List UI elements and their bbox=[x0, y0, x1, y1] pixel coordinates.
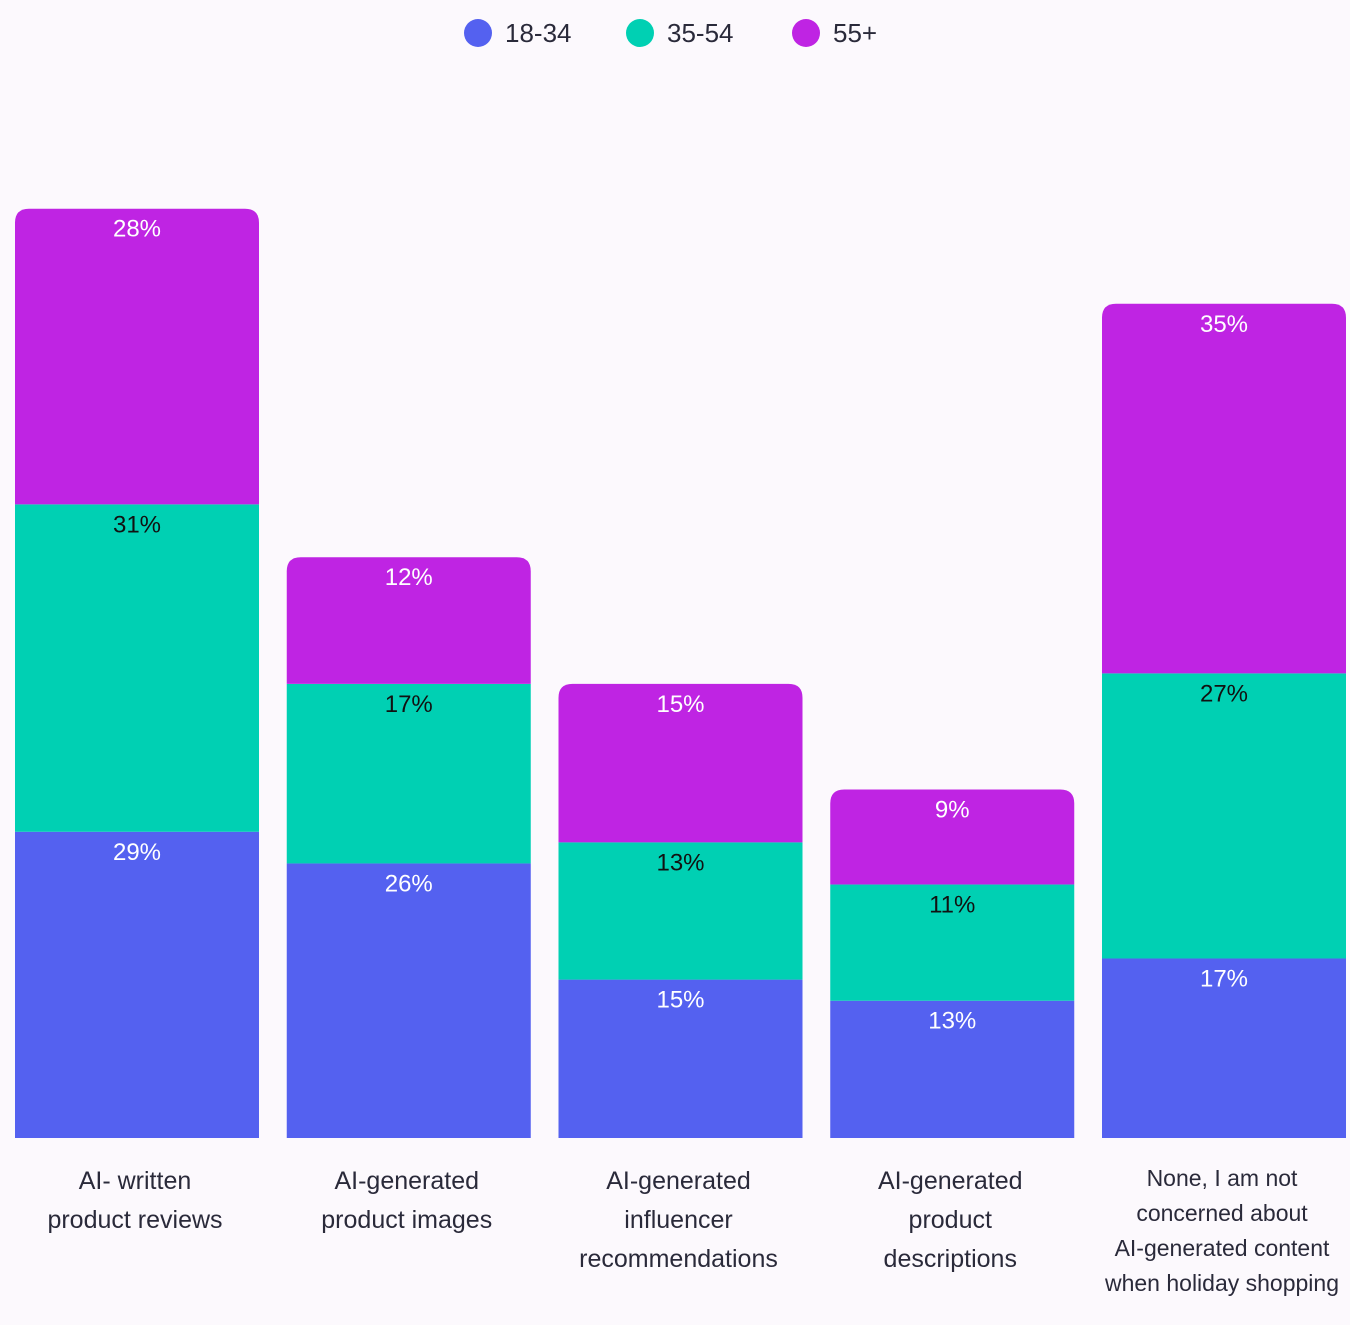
data-label-55+-3: 9% bbox=[935, 797, 970, 824]
data-label-35-54-3: 11% bbox=[929, 892, 975, 919]
x-tick-label-0: AI- written product reviews bbox=[47, 1167, 222, 1234]
bar-segment-35-54-3 bbox=[830, 884, 1075, 1001]
data-label-55+-2: 15% bbox=[656, 691, 704, 718]
bar-segment-18-34-4 bbox=[1102, 958, 1346, 1138]
data-label-18-34-4: 17% bbox=[1200, 965, 1248, 992]
x-tick-label-4: None, I am not concerned about AI-generate… bbox=[1104, 1165, 1339, 1296]
bar-segment-55+-1 bbox=[286, 557, 531, 684]
bar-segment-18-34-1 bbox=[286, 863, 531, 1138]
data-label-18-34-0: 29% bbox=[113, 839, 161, 866]
bar-segment-18-34-3 bbox=[830, 1000, 1075, 1138]
data-label-35-54-2: 13% bbox=[656, 849, 704, 876]
data-label-55+-0: 28% bbox=[113, 216, 161, 243]
data-label-35-54-4: 27% bbox=[1200, 680, 1248, 707]
x-tick-label-2: AI-generated influencer recommendations bbox=[579, 1167, 778, 1273]
x-tick-label-1: AI-generated product images bbox=[321, 1167, 492, 1234]
value-labels: 29% 31% 28% 26% 17% 12% 15% 13% 15% 13% 11% 9% 17% 27… bbox=[113, 216, 1248, 1035]
data-label-18-34-2: 15% bbox=[656, 987, 704, 1014]
bars bbox=[15, 208, 1346, 1138]
bar-segment-18-34-0 bbox=[15, 831, 259, 1138]
bar-segment-55+-2 bbox=[558, 683, 803, 843]
data-label-55+-4: 35% bbox=[1200, 311, 1248, 338]
legend-swatch-18-34 bbox=[464, 19, 492, 47]
x-tick-label-3: AI-generated product descriptions bbox=[878, 1167, 1023, 1273]
bar-segment-35-54-0 bbox=[15, 504, 259, 832]
bar-segment-55+-4 bbox=[1102, 303, 1346, 674]
data-label-35-54-1: 17% bbox=[385, 691, 433, 718]
bar-segment-18-34-2 bbox=[558, 979, 803, 1138]
legend-swatch-55+ bbox=[792, 19, 820, 47]
legend-swatch-35-54 bbox=[626, 19, 654, 47]
legend: 18-34 35-54 55+ bbox=[464, 18, 877, 48]
bar-segment-35-54-2 bbox=[558, 842, 803, 980]
legend-label-35-54: 35-54 bbox=[667, 18, 734, 48]
x-axis-labels: AI- written product reviews AI-generated pr… bbox=[47, 1165, 1339, 1296]
data-label-18-34-3: 13% bbox=[928, 1008, 976, 1035]
legend-label-55+: 55+ bbox=[833, 18, 877, 48]
bar-segment-35-54-1 bbox=[286, 683, 531, 864]
bar-segment-55+-0 bbox=[15, 208, 259, 505]
data-label-55+-1: 12% bbox=[385, 564, 433, 591]
bar-segment-35-54-4 bbox=[1102, 673, 1346, 959]
bar-segment-55+-3 bbox=[830, 789, 1075, 885]
legend-label-18-34: 18-34 bbox=[505, 18, 572, 48]
data-label-35-54-0: 31% bbox=[113, 511, 161, 538]
data-label-18-34-1: 26% bbox=[385, 870, 433, 897]
